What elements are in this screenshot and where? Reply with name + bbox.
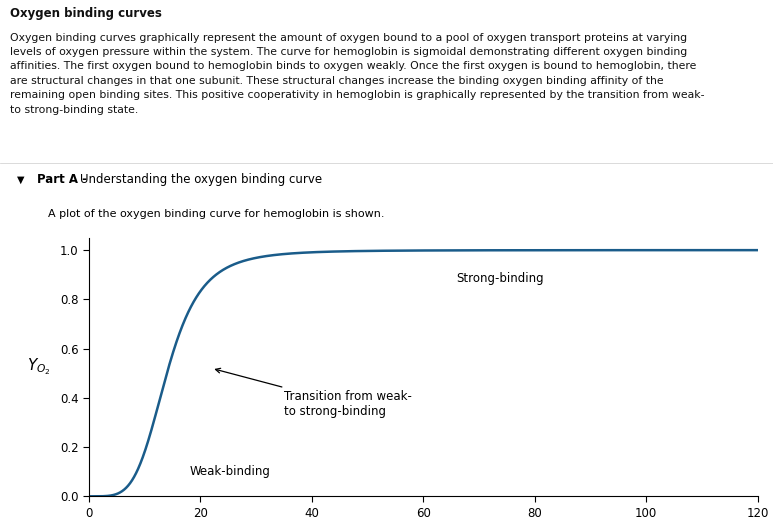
Text: Transition from weak-
to strong-binding: Transition from weak- to strong-binding [216,368,412,418]
Text: Strong-binding: Strong-binding [457,272,544,285]
Text: Part A -: Part A - [37,173,87,186]
Text: Weak-binding: Weak-binding [189,465,270,478]
Text: A plot of the oxygen binding curve for hemoglobin is shown.: A plot of the oxygen binding curve for h… [48,209,384,219]
Text: Oxygen binding curves: Oxygen binding curves [10,7,162,20]
Text: ▼: ▼ [17,174,25,185]
Y-axis label: $\mathit{Y}_{\mathit{O}_2}$: $\mathit{Y}_{\mathit{O}_2}$ [27,357,50,377]
Text: Understanding the oxygen binding curve: Understanding the oxygen binding curve [80,173,322,186]
Text: Oxygen binding curves graphically represent the amount of oxygen bound to a pool: Oxygen binding curves graphically repres… [10,33,704,115]
